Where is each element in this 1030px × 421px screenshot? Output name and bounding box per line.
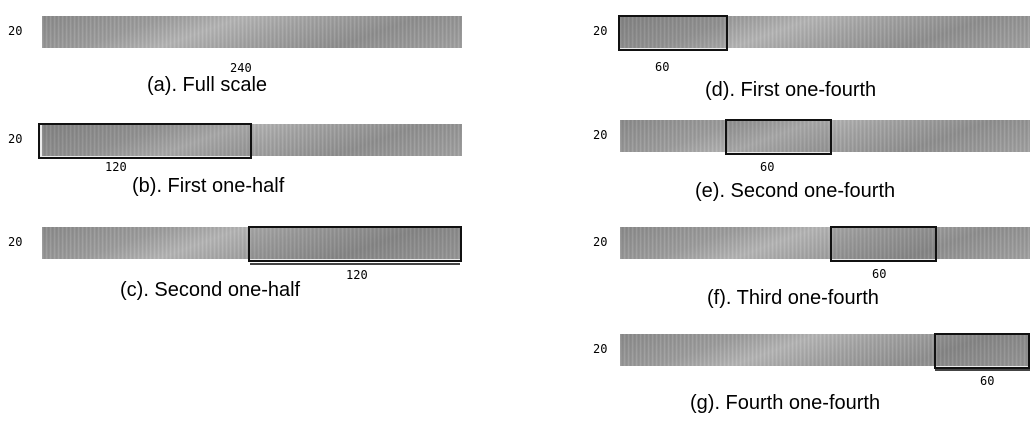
caption-d: (d). First one-fourth: [705, 79, 877, 101]
height-label: 20: [8, 235, 23, 249]
height-label: 20: [593, 235, 608, 249]
height-label: 20: [8, 24, 23, 38]
caption-b: (b). First one-half: [132, 175, 285, 197]
image-strip: [620, 226, 1030, 262]
width-label: 120: [105, 160, 127, 174]
image-strip: [42, 16, 462, 48]
selection-box: [38, 123, 252, 159]
caption-g: (g). Fourth one-fourth: [690, 392, 881, 414]
image-strip: [38, 123, 462, 159]
height-label: 20: [593, 128, 608, 142]
selection-box: [248, 226, 462, 262]
image-strip: [620, 333, 1030, 369]
height-label: 20: [593, 342, 608, 356]
selection-box: [725, 119, 832, 155]
selection-box: [830, 226, 937, 262]
height-label: 20: [8, 132, 23, 146]
height-label: 20: [593, 24, 608, 38]
caption-c: (c). Second one-half: [120, 279, 301, 301]
width-label: 60: [655, 60, 670, 74]
selection-box: [934, 333, 1030, 369]
caption-e: (e). Second one-fourth: [695, 180, 896, 202]
width-label: 60: [980, 374, 995, 388]
caption-a: (a). Full scale: [147, 74, 268, 96]
image-strip: [618, 15, 1030, 51]
image-strip: [42, 226, 462, 262]
range-underline: [935, 369, 1030, 371]
selection-box: [618, 15, 728, 51]
width-label: 60: [760, 160, 775, 174]
width-label: 120: [346, 268, 368, 282]
range-underline: [250, 263, 460, 265]
caption-f: (f). Third one-fourth: [707, 287, 879, 309]
image-strip: [620, 119, 1030, 155]
width-label: 60: [872, 267, 887, 281]
width-label: 240: [230, 61, 252, 75]
